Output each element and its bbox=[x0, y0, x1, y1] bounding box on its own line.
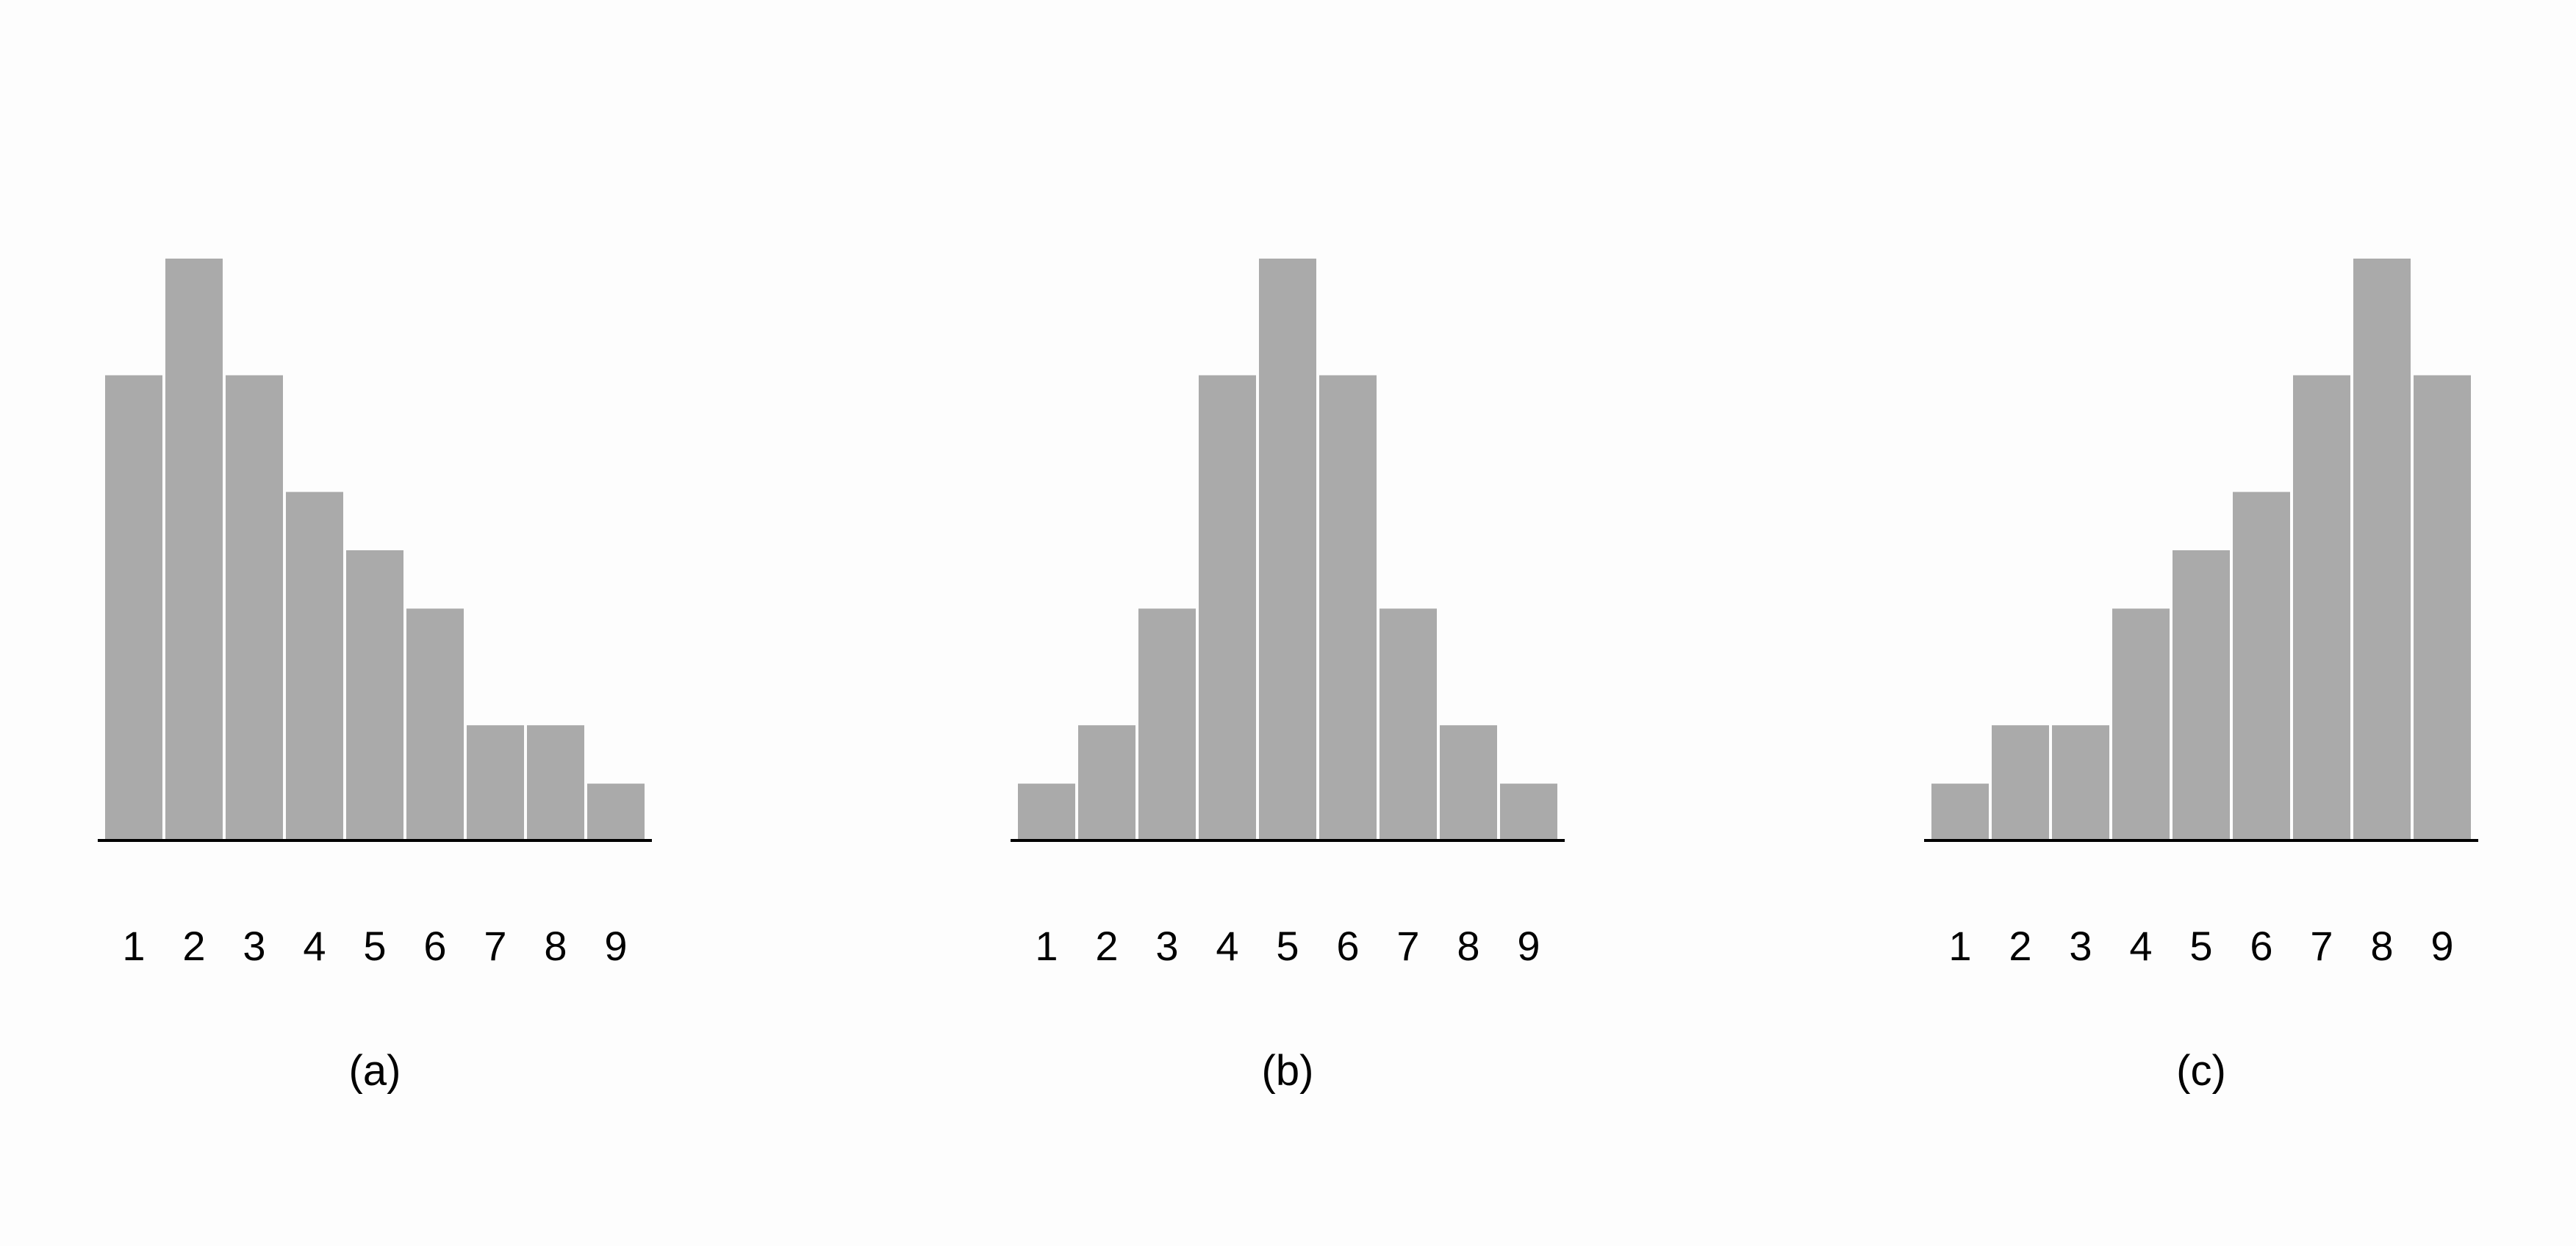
x-tick-label: 8 bbox=[1457, 923, 1479, 969]
panel-caption: (c) bbox=[2176, 1047, 2226, 1095]
x-tick-label: 4 bbox=[1216, 923, 1238, 969]
bar-9 bbox=[584, 780, 647, 842]
x-tick-label: 9 bbox=[1517, 923, 1540, 969]
histogram-panel-a: 1 2 3 4 5 6 7 8 9 (a) bbox=[98, 256, 652, 1095]
x-tick-label: 4 bbox=[303, 923, 326, 969]
panel-caption: (a) bbox=[349, 1047, 401, 1095]
x-tick-label: 5 bbox=[2189, 923, 2212, 969]
x-tick-label: 7 bbox=[1396, 923, 1419, 969]
x-tick-label: 7 bbox=[484, 923, 506, 969]
histogram-panel-b: 1 2 3 4 5 6 7 8 9 (b) bbox=[1011, 256, 1565, 1095]
bar-6 bbox=[403, 605, 467, 843]
bar-2 bbox=[162, 256, 226, 842]
bar-1 bbox=[1015, 780, 1078, 842]
bar-5 bbox=[2170, 547, 2233, 842]
x-tick-label: 5 bbox=[1276, 923, 1299, 969]
x-tick-label: 3 bbox=[243, 923, 265, 969]
bar-6 bbox=[1316, 372, 1380, 842]
bar-3 bbox=[1135, 605, 1199, 843]
bar-6 bbox=[2230, 489, 2293, 842]
bar-8 bbox=[2350, 256, 2414, 842]
x-tick-label: 3 bbox=[1155, 923, 1178, 969]
bar-4 bbox=[283, 489, 346, 842]
x-tick-label: 9 bbox=[2430, 923, 2453, 969]
x-tick-label: 2 bbox=[1095, 923, 1118, 969]
bar-1 bbox=[1929, 780, 1992, 842]
x-tick-label: 2 bbox=[2009, 923, 2031, 969]
bar-2 bbox=[1989, 722, 2052, 843]
histogram-panel-c: 1 2 3 4 5 6 7 8 9 (c) bbox=[1924, 256, 2478, 1095]
bar-8 bbox=[1437, 722, 1500, 843]
x-tick-label: 1 bbox=[1948, 923, 1971, 969]
x-tick-label: 7 bbox=[2310, 923, 2333, 969]
bar-8 bbox=[524, 722, 587, 843]
bar-5 bbox=[343, 547, 406, 842]
bar-3 bbox=[2049, 722, 2112, 843]
x-tick-label: 6 bbox=[2250, 923, 2272, 969]
bar-9 bbox=[1497, 780, 1560, 842]
x-tick-label: 5 bbox=[363, 923, 386, 969]
bar-3 bbox=[223, 372, 286, 842]
x-tick-label: 3 bbox=[2069, 923, 2092, 969]
bar-4 bbox=[2109, 605, 2173, 843]
x-tick-label: 8 bbox=[544, 923, 567, 969]
x-tick-label: 2 bbox=[182, 923, 205, 969]
bar-7 bbox=[2290, 372, 2353, 842]
bar-2 bbox=[1075, 722, 1138, 843]
x-tick-label: 1 bbox=[122, 923, 145, 969]
bar-4 bbox=[1196, 372, 1259, 842]
x-tick-label: 6 bbox=[1336, 923, 1359, 969]
x-tick-label: 8 bbox=[2370, 923, 2393, 969]
bar-7 bbox=[464, 722, 527, 843]
bar-9 bbox=[2411, 372, 2474, 842]
x-tick-label: 6 bbox=[423, 923, 446, 969]
panel-caption: (b) bbox=[1262, 1047, 1314, 1095]
bar-7 bbox=[1377, 605, 1440, 843]
x-tick-label: 9 bbox=[604, 923, 627, 969]
x-tick-label: 4 bbox=[2129, 923, 2152, 969]
x-tick-label: 1 bbox=[1035, 923, 1058, 969]
bar-5 bbox=[1256, 256, 1319, 842]
bar-1 bbox=[102, 372, 165, 842]
